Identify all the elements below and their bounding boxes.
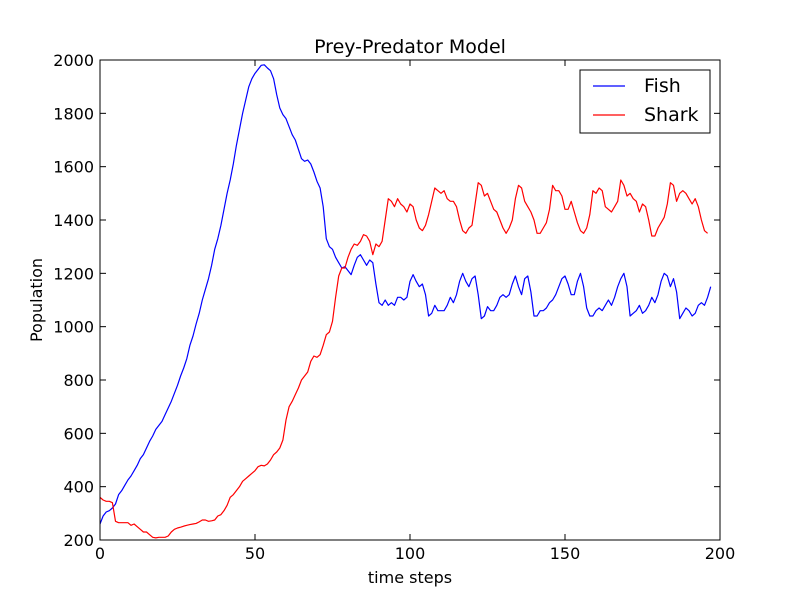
series-layer — [100, 64, 712, 539]
y-tick-label: 800 — [63, 371, 94, 390]
y-tick-label: 200 — [63, 531, 94, 550]
x-tick-label: 150 — [550, 544, 581, 563]
x-axis-label: time steps — [368, 568, 452, 587]
x-tick-label: 0 — [95, 544, 105, 563]
x-tick-label: 200 — [705, 544, 736, 563]
y-tick-label: 400 — [63, 478, 94, 497]
ticks-layer: 0 50 100 150 200 200 400 600 800 1000 1200 1400 1600… — [53, 51, 735, 563]
y-tick-label: 1000 — [53, 318, 94, 337]
y-tick-label: 1200 — [53, 264, 94, 283]
legend-label-fish: Fish — [644, 75, 681, 97]
x-tick-label: 50 — [245, 544, 265, 563]
chart-title: Prey-Predator Model — [314, 36, 506, 58]
legend-box — [579, 69, 711, 134]
y-tick-label: 600 — [63, 424, 94, 443]
y-tick-label: 1800 — [53, 104, 94, 123]
series-line-shark — [100, 179, 708, 539]
series-line-fish — [100, 64, 712, 525]
legend: Fish Shark — [579, 69, 711, 134]
y-tick-label: 1400 — [53, 211, 94, 230]
x-tick-label: 100 — [395, 544, 426, 563]
y-axis-label: Population — [27, 258, 46, 342]
y-tick-label: 1600 — [53, 158, 94, 177]
y-tick-label: 2000 — [53, 51, 94, 70]
legend-label-shark: Shark — [644, 104, 699, 126]
